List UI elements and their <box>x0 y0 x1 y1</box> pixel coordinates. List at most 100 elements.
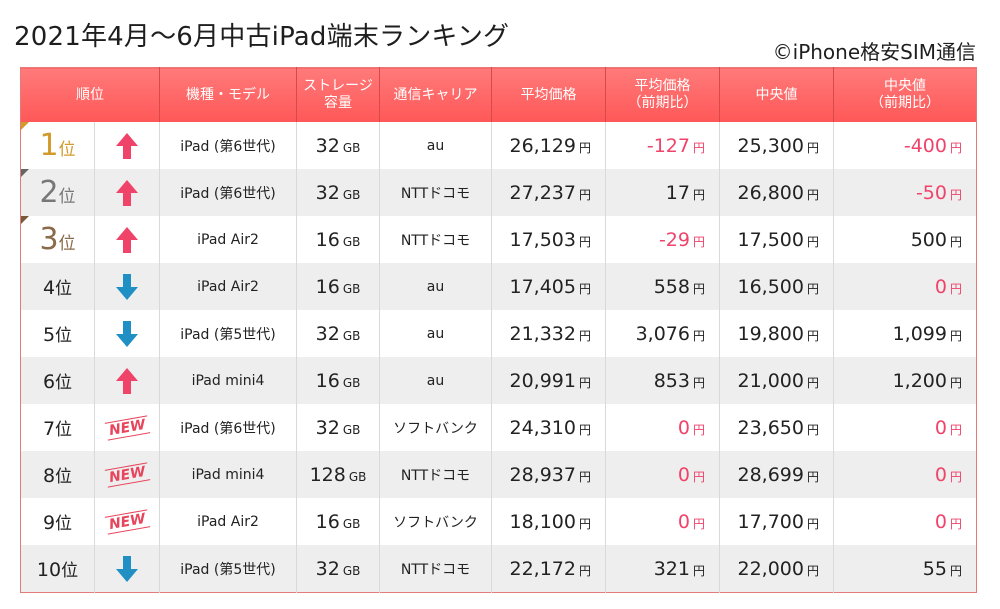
carrier-cell: au <box>379 357 492 404</box>
median-cell: 21,000 円 <box>719 357 834 404</box>
table-row: 7位 NEW iPad (第6世代) 32 GB ソフトバンク 24,310 円 0… <box>20 404 977 451</box>
rank-cell: 10位 <box>20 545 95 593</box>
median-change-cell: -400 円 <box>833 122 977 169</box>
avg-change-cell: -127 円 <box>605 122 720 169</box>
new-badge: NEW <box>104 508 150 535</box>
trend-cell <box>94 310 160 357</box>
rank-cell: 1位 <box>20 122 95 169</box>
model-cell: iPad Air2 <box>159 263 297 310</box>
storage-cell: 16 GB <box>296 263 380 310</box>
trend-cell <box>94 169 160 216</box>
avg-price-cell: 17,405 円 <box>491 263 606 310</box>
avg-price-cell: 26,129 円 <box>491 122 606 169</box>
header-rank: 順位 <box>20 67 160 122</box>
trend-cell: NEW <box>94 451 160 498</box>
median-change-cell: 55 円 <box>833 545 977 593</box>
avg-price-cell: 20,991 円 <box>491 357 606 404</box>
rank-corner-mark <box>21 169 29 177</box>
new-badge: NEW <box>104 461 150 488</box>
carrier-cell: NTTドコモ <box>379 451 492 498</box>
rank-cell: 4位 <box>20 263 95 310</box>
rank-cell: 8位 <box>20 451 95 498</box>
rank-corner-mark <box>21 122 29 130</box>
model-cell: iPad Air2 <box>159 216 297 263</box>
avg-change-cell: 3,076 円 <box>605 310 720 357</box>
carrier-cell: ソフトバンク <box>379 404 492 451</box>
storage-cell: 16 GB <box>296 498 380 545</box>
median-change-cell: 500 円 <box>833 216 977 263</box>
avg-change-cell: 853 円 <box>605 357 720 404</box>
header-median: 中央値 <box>719 67 834 122</box>
carrier-cell: au <box>379 122 492 169</box>
avg-change-cell: 17 円 <box>605 169 720 216</box>
rank-cell: 7位 <box>20 404 95 451</box>
ranking-table: 順位 機種・モデル ストレージ 容量 通信キャリア 平均価格 平均価格 （前期比） … <box>20 67 977 593</box>
model-cell: iPad (第6世代) <box>159 404 297 451</box>
new-badge: NEW <box>104 414 150 441</box>
table-header-row: 順位 機種・モデル ストレージ 容量 通信キャリア 平均価格 平均価格 （前期比） … <box>20 67 977 122</box>
credit-text: ©iPhone格安SIM通信 <box>772 40 976 64</box>
carrier-cell: au <box>379 263 492 310</box>
trend-up-icon <box>116 367 138 394</box>
trend-cell <box>94 122 160 169</box>
median-cell: 19,800 円 <box>719 310 834 357</box>
avg-price-cell: 21,332 円 <box>491 310 606 357</box>
median-cell: 23,650 円 <box>719 404 834 451</box>
trend-down-icon <box>116 320 138 347</box>
carrier-cell: au <box>379 310 492 357</box>
trend-cell: NEW <box>94 404 160 451</box>
table-row: 4位 iPad Air2 16 GB au 17,405 円 558 円 16,500… <box>20 263 977 310</box>
carrier-cell: NTTドコモ <box>379 169 492 216</box>
avg-price-cell: 28,937 円 <box>491 451 606 498</box>
median-cell: 17,500 円 <box>719 216 834 263</box>
trend-cell <box>94 216 160 263</box>
table-row: 2位 iPad (第6世代) 32 GB NTTドコモ 27,237 円 17 円 2… <box>20 169 977 216</box>
model-cell: iPad mini4 <box>159 451 297 498</box>
storage-cell: 32 GB <box>296 122 380 169</box>
avg-change-cell: -29 円 <box>605 216 720 263</box>
carrier-cell: NTTドコモ <box>379 216 492 263</box>
trend-up-icon <box>116 226 138 253</box>
median-cell: 17,700 円 <box>719 498 834 545</box>
rank-corner-mark <box>21 216 29 224</box>
avg-price-cell: 27,237 円 <box>491 169 606 216</box>
trend-up-icon <box>116 132 138 159</box>
trend-down-icon <box>116 555 138 582</box>
trend-up-icon <box>116 179 138 206</box>
storage-cell: 16 GB <box>296 357 380 404</box>
median-change-cell: -50 円 <box>833 169 977 216</box>
median-cell: 28,699 円 <box>719 451 834 498</box>
rank-cell: 5位 <box>20 310 95 357</box>
header-avg-change: 平均価格 （前期比） <box>605 67 720 122</box>
rank-cell: 6位 <box>20 357 95 404</box>
carrier-cell: ソフトバンク <box>379 498 492 545</box>
header-model: 機種・モデル <box>159 67 297 122</box>
model-cell: iPad (第6世代) <box>159 122 297 169</box>
table-row: 3位 iPad Air2 16 GB NTTドコモ 17,503 円 -29 円 17… <box>20 216 977 263</box>
trend-cell <box>94 357 160 404</box>
rank-cell: 3位 <box>20 216 95 263</box>
carrier-cell: NTTドコモ <box>379 545 492 593</box>
rank-cell: 9位 <box>20 498 95 545</box>
table-row: 1位 iPad (第6世代) 32 GB au 26,129 円 -127 円 25,… <box>20 122 977 169</box>
avg-price-cell: 17,503 円 <box>491 216 606 263</box>
avg-price-cell: 22,172 円 <box>491 545 606 593</box>
avg-change-cell: 558 円 <box>605 263 720 310</box>
storage-cell: 32 GB <box>296 404 380 451</box>
trend-cell: NEW <box>94 498 160 545</box>
model-cell: iPad (第5世代) <box>159 310 297 357</box>
storage-cell: 32 GB <box>296 545 380 593</box>
median-cell: 25,300 円 <box>719 122 834 169</box>
model-cell: iPad (第6世代) <box>159 169 297 216</box>
rank-cell: 2位 <box>20 169 95 216</box>
header-avg-price: 平均価格 <box>491 67 606 122</box>
median-cell: 26,800 円 <box>719 169 834 216</box>
median-change-cell: 1,200 円 <box>833 357 977 404</box>
avg-price-cell: 18,100 円 <box>491 498 606 545</box>
storage-cell: 32 GB <box>296 169 380 216</box>
